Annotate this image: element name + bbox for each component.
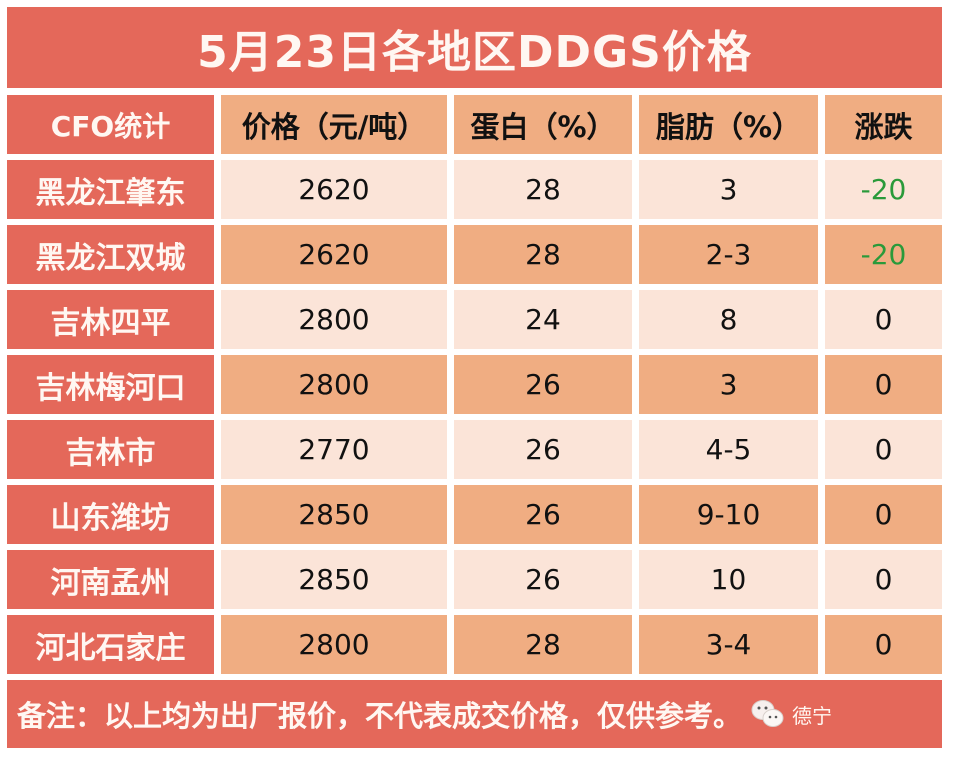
header-protein: 蛋白（%） (454, 95, 632, 154)
fat-cell: 2-3 (639, 225, 818, 284)
region-cell: 吉林市 (7, 420, 214, 479)
watermark-label: 德宁 (792, 703, 833, 728)
watermark: 德宁 (750, 698, 832, 730)
table-row: 河北石家庄 2800 28 3-4 0 (7, 615, 942, 674)
header-price: 价格（元/吨） (221, 95, 447, 154)
table-row: 吉林四平 2800 24 8 0 (7, 290, 942, 349)
fat-cell: 4-5 (639, 420, 818, 479)
price-cell: 2620 (221, 160, 447, 219)
change-cell: 0 (825, 355, 942, 414)
table-row: 黑龙江肇东 2620 28 3 -20 (7, 160, 942, 219)
protein-cell: 26 (454, 485, 632, 544)
change-cell: 0 (825, 420, 942, 479)
change-cell: 0 (825, 290, 942, 349)
change-cell: -20 (825, 160, 942, 219)
table-row: 山东潍坊 2850 26 9-10 0 (7, 485, 942, 544)
fat-cell: 3 (639, 355, 818, 414)
region-cell: 河北石家庄 (7, 615, 214, 674)
price-cell: 2800 (221, 615, 447, 674)
protein-cell: 26 (454, 355, 632, 414)
change-cell: 0 (825, 485, 942, 544)
price-cell: 2850 (221, 550, 447, 609)
footer-note: 备注：以上均为出厂报价，不代表成交价格，仅供参考。 (17, 699, 743, 733)
protein-cell: 28 (454, 225, 632, 284)
change-cell: 0 (825, 615, 942, 674)
table-header-row: CFO统计 价格（元/吨） 蛋白（%） 脂肪（%） 涨跌 (7, 95, 942, 154)
protein-cell: 28 (454, 160, 632, 219)
fat-cell: 8 (639, 290, 818, 349)
protein-cell: 28 (454, 615, 632, 674)
fat-cell: 3 (639, 160, 818, 219)
change-cell: 0 (825, 550, 942, 609)
region-cell: 河南孟州 (7, 550, 214, 609)
price-cell: 2770 (221, 420, 447, 479)
fat-cell: 9-10 (639, 485, 818, 544)
region-cell: 吉林四平 (7, 290, 214, 349)
price-cell: 2620 (221, 225, 447, 284)
region-cell: 黑龙江双城 (7, 225, 214, 284)
protein-cell: 24 (454, 290, 632, 349)
protein-cell: 26 (454, 420, 632, 479)
region-cell: 吉林梅河口 (7, 355, 214, 414)
region-cell: 黑龙江肇东 (7, 160, 214, 219)
fat-cell: 10 (639, 550, 818, 609)
price-cell: 2800 (221, 290, 447, 349)
price-cell: 2850 (221, 485, 447, 544)
footer-note-bar: 备注：以上均为出厂报价，不代表成交价格，仅供参考。 德宁 (7, 680, 942, 748)
table-row: 吉林市 2770 26 4-5 0 (7, 420, 942, 479)
wechat-icon (751, 700, 784, 727)
table-row: 黑龙江双城 2620 28 2-3 -20 (7, 225, 942, 284)
price-cell: 2800 (221, 355, 447, 414)
region-cell: 山东潍坊 (7, 485, 214, 544)
header-source: CFO统计 (7, 95, 214, 154)
header-change: 涨跌 (825, 95, 942, 154)
page-title: 5月23日各地区DDGS价格 (7, 7, 942, 88)
change-cell: -20 (825, 225, 942, 284)
protein-cell: 26 (454, 550, 632, 609)
fat-cell: 3-4 (639, 615, 818, 674)
header-fat: 脂肪（%） (639, 95, 818, 154)
table-row: 吉林梅河口 2800 26 3 0 (7, 355, 942, 414)
table-row: 河南孟州 2850 26 10 0 (7, 550, 942, 609)
